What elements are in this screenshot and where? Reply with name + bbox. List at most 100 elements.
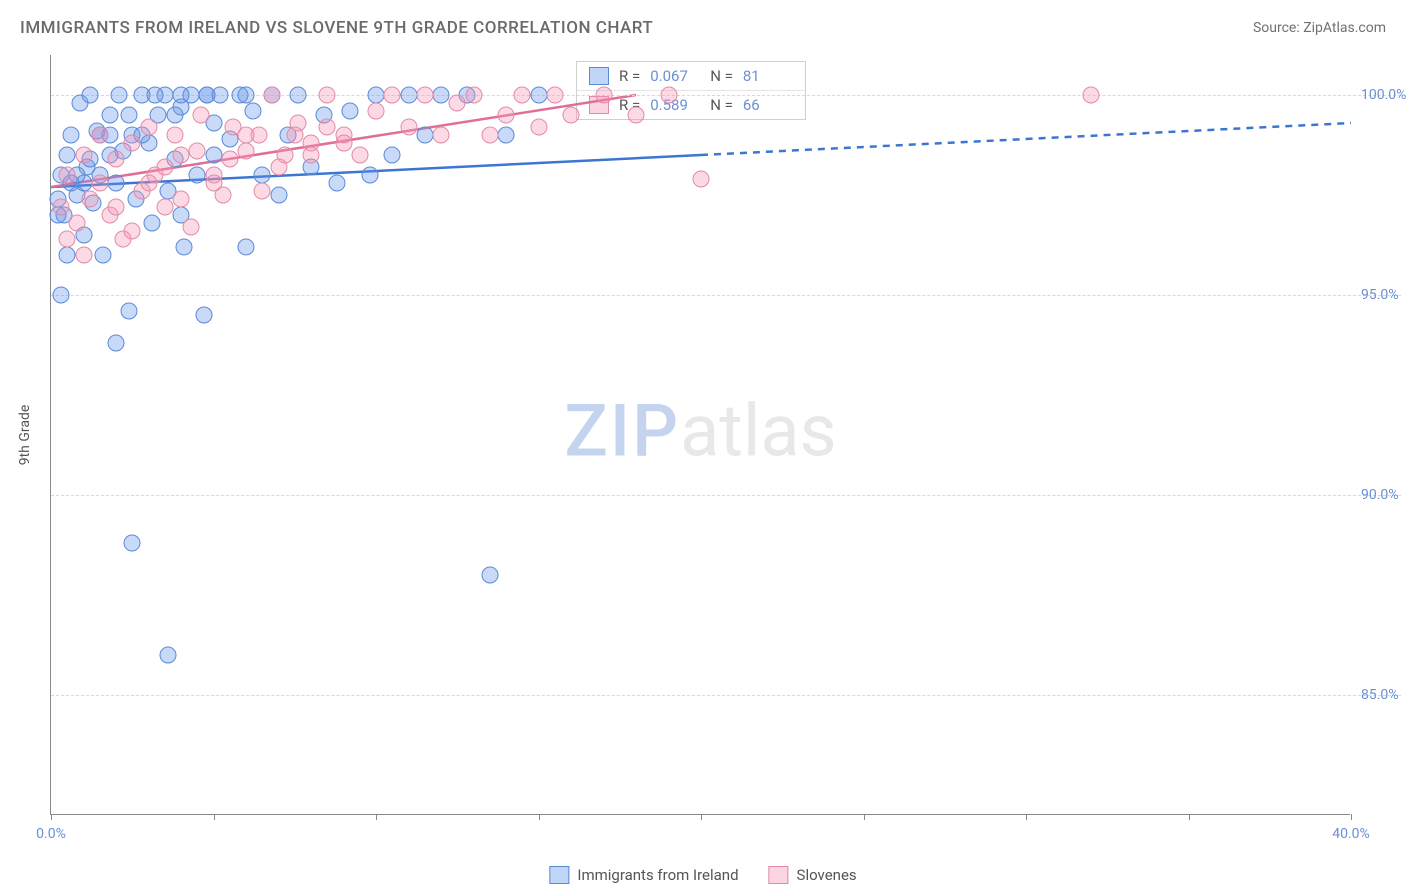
scatter-point bbox=[693, 171, 710, 188]
scatter-point bbox=[270, 187, 287, 204]
y-tick-label: 100.0% bbox=[1361, 87, 1406, 103]
scatter-point bbox=[160, 647, 177, 664]
scatter-point bbox=[91, 175, 108, 192]
grid-line bbox=[51, 695, 1401, 696]
scatter-point bbox=[147, 87, 164, 104]
scatter-point bbox=[238, 127, 255, 144]
scatter-point bbox=[254, 167, 271, 184]
scatter-point bbox=[59, 167, 76, 184]
scatter-point bbox=[563, 107, 580, 124]
swatch-blue-icon bbox=[549, 866, 569, 884]
scatter-point bbox=[143, 215, 160, 232]
scatter-point bbox=[400, 87, 417, 104]
scatter-point bbox=[351, 147, 368, 164]
scatter-point bbox=[101, 107, 118, 124]
x-tick bbox=[51, 814, 52, 820]
x-tick bbox=[539, 814, 540, 820]
scatter-point bbox=[368, 87, 385, 104]
scatter-point bbox=[124, 135, 141, 152]
scatter-point bbox=[75, 147, 92, 164]
scatter-point bbox=[290, 87, 307, 104]
scatter-point bbox=[59, 247, 76, 264]
scatter-point bbox=[238, 87, 255, 104]
scatter-point bbox=[205, 147, 222, 164]
source-label: Source: ZipAtlas.com bbox=[1253, 20, 1386, 36]
trend-lines bbox=[51, 55, 1351, 815]
scatter-point bbox=[660, 87, 677, 104]
scatter-point bbox=[140, 119, 157, 136]
scatter-point bbox=[69, 215, 86, 232]
watermark: ZIPatlas bbox=[564, 388, 836, 473]
scatter-point bbox=[329, 175, 346, 192]
scatter-point bbox=[108, 199, 125, 216]
legend-label: Immigrants from Ireland bbox=[577, 866, 738, 884]
bottom-legend: Immigrants from Ireland Slovenes bbox=[549, 866, 856, 884]
scatter-point bbox=[52, 287, 69, 304]
plot-region: ZIPatlas R = 0.067 N = 81 R = 0.589 N = … bbox=[50, 55, 1350, 815]
scatter-point bbox=[303, 147, 320, 164]
scatter-point bbox=[176, 239, 193, 256]
scatter-point bbox=[498, 127, 515, 144]
scatter-point bbox=[286, 127, 303, 144]
scatter-point bbox=[59, 147, 76, 164]
scatter-point bbox=[595, 87, 612, 104]
scatter-point bbox=[514, 87, 531, 104]
scatter-point bbox=[238, 239, 255, 256]
scatter-point bbox=[52, 199, 69, 216]
x-tick bbox=[1026, 814, 1027, 820]
x-tick bbox=[864, 814, 865, 820]
scatter-point bbox=[1083, 87, 1100, 104]
scatter-point bbox=[205, 175, 222, 192]
y-tick-label: 90.0% bbox=[1361, 487, 1399, 503]
y-tick-label: 85.0% bbox=[1361, 687, 1399, 703]
scatter-point bbox=[156, 159, 173, 176]
scatter-point bbox=[140, 175, 157, 192]
scatter-point bbox=[182, 219, 199, 236]
legend-label: Slovenes bbox=[797, 866, 857, 884]
scatter-point bbox=[91, 127, 108, 144]
scatter-point bbox=[173, 87, 190, 104]
x-tick bbox=[1189, 814, 1190, 820]
scatter-point bbox=[254, 183, 271, 200]
scatter-point bbox=[264, 87, 281, 104]
scatter-point bbox=[156, 199, 173, 216]
scatter-point bbox=[189, 167, 206, 184]
scatter-point bbox=[75, 247, 92, 264]
y-axis-label: 9th Grade bbox=[17, 405, 33, 466]
scatter-point bbox=[111, 87, 128, 104]
scatter-point bbox=[173, 191, 190, 208]
scatter-point bbox=[319, 87, 336, 104]
scatter-point bbox=[433, 87, 450, 104]
swatch-blue-icon bbox=[589, 67, 609, 85]
grid-line bbox=[51, 295, 1401, 296]
x-tick-label: 40.0% bbox=[1332, 826, 1370, 842]
scatter-point bbox=[498, 107, 515, 124]
scatter-point bbox=[82, 87, 99, 104]
scatter-point bbox=[342, 103, 359, 120]
scatter-point bbox=[546, 87, 563, 104]
scatter-point bbox=[189, 143, 206, 160]
x-tick bbox=[376, 814, 377, 820]
scatter-point bbox=[449, 95, 466, 112]
scatter-point bbox=[195, 307, 212, 324]
scatter-point bbox=[270, 159, 287, 176]
trend-line-extrapolated bbox=[701, 123, 1351, 155]
scatter-point bbox=[416, 127, 433, 144]
scatter-point bbox=[416, 87, 433, 104]
x-tick bbox=[701, 814, 702, 820]
scatter-point bbox=[530, 119, 547, 136]
scatter-point bbox=[319, 119, 336, 136]
scatter-point bbox=[335, 135, 352, 152]
scatter-point bbox=[384, 87, 401, 104]
scatter-point bbox=[400, 119, 417, 136]
scatter-point bbox=[433, 127, 450, 144]
x-tick bbox=[214, 814, 215, 820]
scatter-point bbox=[384, 147, 401, 164]
scatter-point bbox=[121, 107, 138, 124]
scatter-point bbox=[121, 303, 138, 320]
swatch-pink-icon bbox=[769, 866, 789, 884]
scatter-point bbox=[62, 127, 79, 144]
scatter-point bbox=[361, 167, 378, 184]
scatter-point bbox=[166, 107, 183, 124]
scatter-point bbox=[628, 107, 645, 124]
